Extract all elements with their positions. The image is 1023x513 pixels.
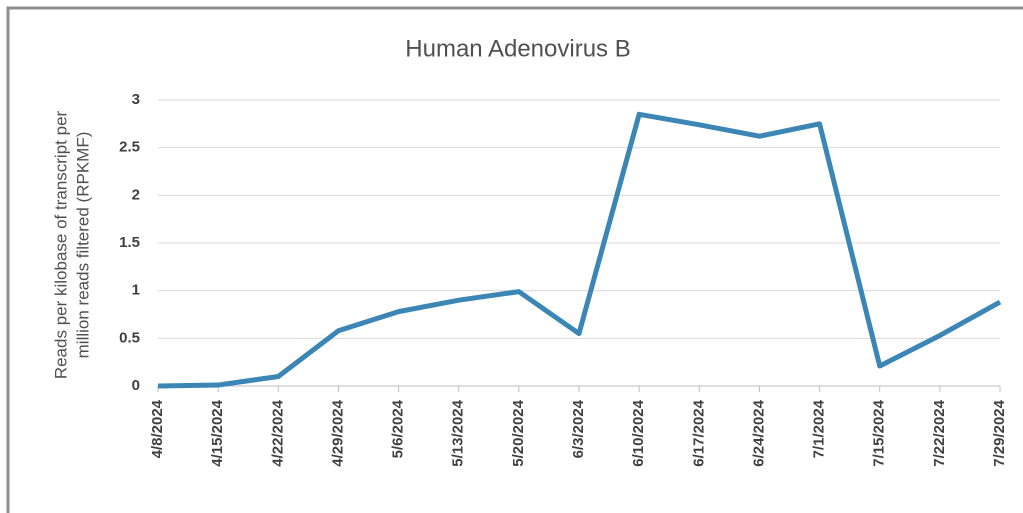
x-tick-label: 5/20/2024 — [510, 399, 527, 466]
x-tick-label: 7/22/2024 — [931, 399, 948, 466]
x-tick-label: 7/1/2024 — [811, 399, 828, 458]
chart-title: Human Adenovirus B — [405, 35, 630, 62]
x-tick-label: 6/10/2024 — [630, 399, 647, 466]
x-tick-label: 7/29/2024 — [991, 399, 1008, 466]
x-tick-label: 6/17/2024 — [690, 399, 707, 466]
y-tick-label: 3 — [132, 91, 140, 108]
y-axis-label-line: million reads filtered (RPKMF) — [73, 132, 92, 359]
x-tick-label: 6/24/2024 — [750, 399, 767, 466]
y-axis-label-line: Reads per kilobase of transcript per — [51, 110, 70, 379]
x-tick-label: 5/6/2024 — [390, 399, 407, 458]
y-tick-label: 0 — [132, 377, 140, 394]
x-tick-label: 4/22/2024 — [269, 399, 286, 466]
y-tick-label: 2.5 — [119, 139, 140, 156]
x-tick-label: 5/13/2024 — [450, 399, 467, 466]
y-tick-label: 2 — [132, 186, 140, 203]
x-tick-label: 4/15/2024 — [209, 399, 226, 466]
y-axis-label: Reads per kilobase of transcript per mil… — [51, 110, 92, 379]
y-tick-label: 0.5 — [119, 329, 140, 346]
x-tick-label: 6/3/2024 — [570, 399, 587, 458]
data-line — [157, 111, 1002, 389]
x-tick-label: 4/29/2024 — [329, 399, 346, 466]
y-tick-label: 1.5 — [119, 234, 140, 251]
x-tick-label: 4/8/2024 — [149, 399, 166, 458]
frame — [6, 6, 1023, 513]
y-tick-label: 1 — [132, 282, 140, 299]
x-tick-label: 7/15/2024 — [871, 399, 888, 466]
